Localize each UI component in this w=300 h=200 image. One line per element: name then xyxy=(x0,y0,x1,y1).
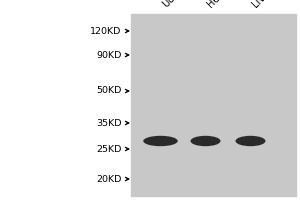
Text: 35KD: 35KD xyxy=(96,118,122,128)
Text: Liver: Liver xyxy=(250,0,274,9)
Text: 25KD: 25KD xyxy=(96,144,122,154)
Text: 120KD: 120KD xyxy=(90,26,122,36)
Text: 50KD: 50KD xyxy=(96,86,122,95)
Text: 90KD: 90KD xyxy=(96,50,122,60)
Text: U87: U87 xyxy=(160,0,182,9)
Text: Heart: Heart xyxy=(206,0,232,9)
Ellipse shape xyxy=(236,136,266,146)
Text: 20KD: 20KD xyxy=(96,174,122,184)
Ellipse shape xyxy=(143,136,178,146)
Ellipse shape xyxy=(190,136,220,146)
Bar xyxy=(130,14,296,196)
